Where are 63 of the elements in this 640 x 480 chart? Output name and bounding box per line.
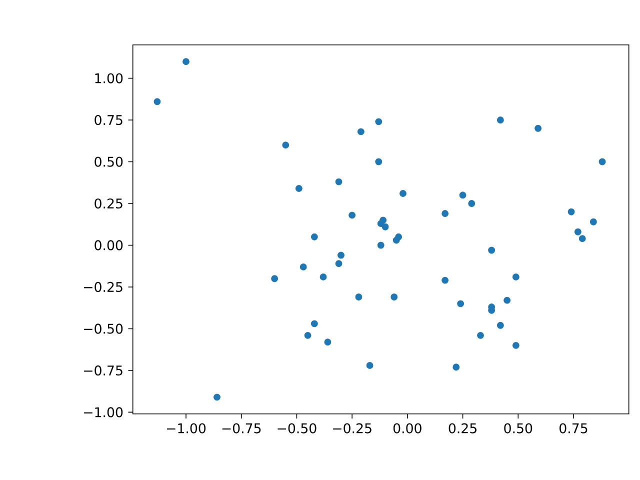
point (496, 322, 504, 329)
point (282, 142, 290, 149)
point (324, 338, 332, 346)
point (335, 178, 342, 186)
point (348, 212, 356, 219)
point (400, 190, 406, 197)
point (452, 364, 460, 371)
y-tick-label: 1.00 (95, 73, 123, 84)
point (377, 242, 384, 249)
point (375, 118, 382, 126)
x-tick-label: −0.25 (333, 423, 372, 434)
x-tick-label: 0.50 (504, 423, 532, 434)
x-tick-label: 0.00 (393, 423, 422, 434)
point (375, 158, 382, 166)
y-tick-label: −0.75 (84, 365, 122, 376)
point (295, 185, 302, 192)
point (304, 332, 312, 339)
point (568, 208, 575, 216)
y-tick-label: 0.50 (94, 156, 123, 167)
point (442, 210, 449, 217)
point (468, 200, 476, 207)
x-tick-label: −0.75 (222, 423, 261, 434)
x-tick-label: −0.50 (278, 423, 316, 434)
point (578, 235, 586, 242)
point (477, 332, 484, 339)
point (534, 124, 542, 132)
point (457, 300, 464, 308)
point (512, 342, 520, 349)
point (488, 246, 496, 254)
point (380, 216, 387, 224)
y-tick-label: 0.75 (94, 114, 122, 126)
point (496, 116, 504, 124)
point (357, 128, 364, 136)
point (390, 294, 398, 300)
point (395, 233, 402, 240)
point (504, 296, 511, 304)
y-tick-label: −1.00 (84, 407, 123, 418)
y-tick-label: −0.25 (84, 282, 122, 292)
point (459, 192, 466, 199)
x-tick-label: 0.25 (448, 423, 476, 434)
point (310, 320, 318, 328)
point (335, 260, 342, 268)
point (320, 274, 327, 280)
point (182, 58, 190, 66)
point (382, 223, 389, 230)
x-tick-label: −1.00 (166, 423, 206, 434)
point (512, 274, 520, 280)
point (590, 218, 597, 226)
y-tick-label: −0.50 (84, 324, 123, 334)
point (310, 233, 318, 240)
y-tick-label: 0.00 (94, 240, 123, 250)
point (355, 294, 362, 300)
point (154, 98, 161, 106)
y-tick-label: 0.25 (94, 198, 122, 209)
point (338, 252, 344, 259)
x-tick-label: 0.75 (560, 423, 588, 434)
point (214, 394, 220, 401)
point (574, 228, 582, 236)
point (366, 362, 374, 369)
point (598, 158, 606, 166)
point (300, 263, 307, 270)
point (271, 275, 278, 282)
point (442, 276, 449, 284)
